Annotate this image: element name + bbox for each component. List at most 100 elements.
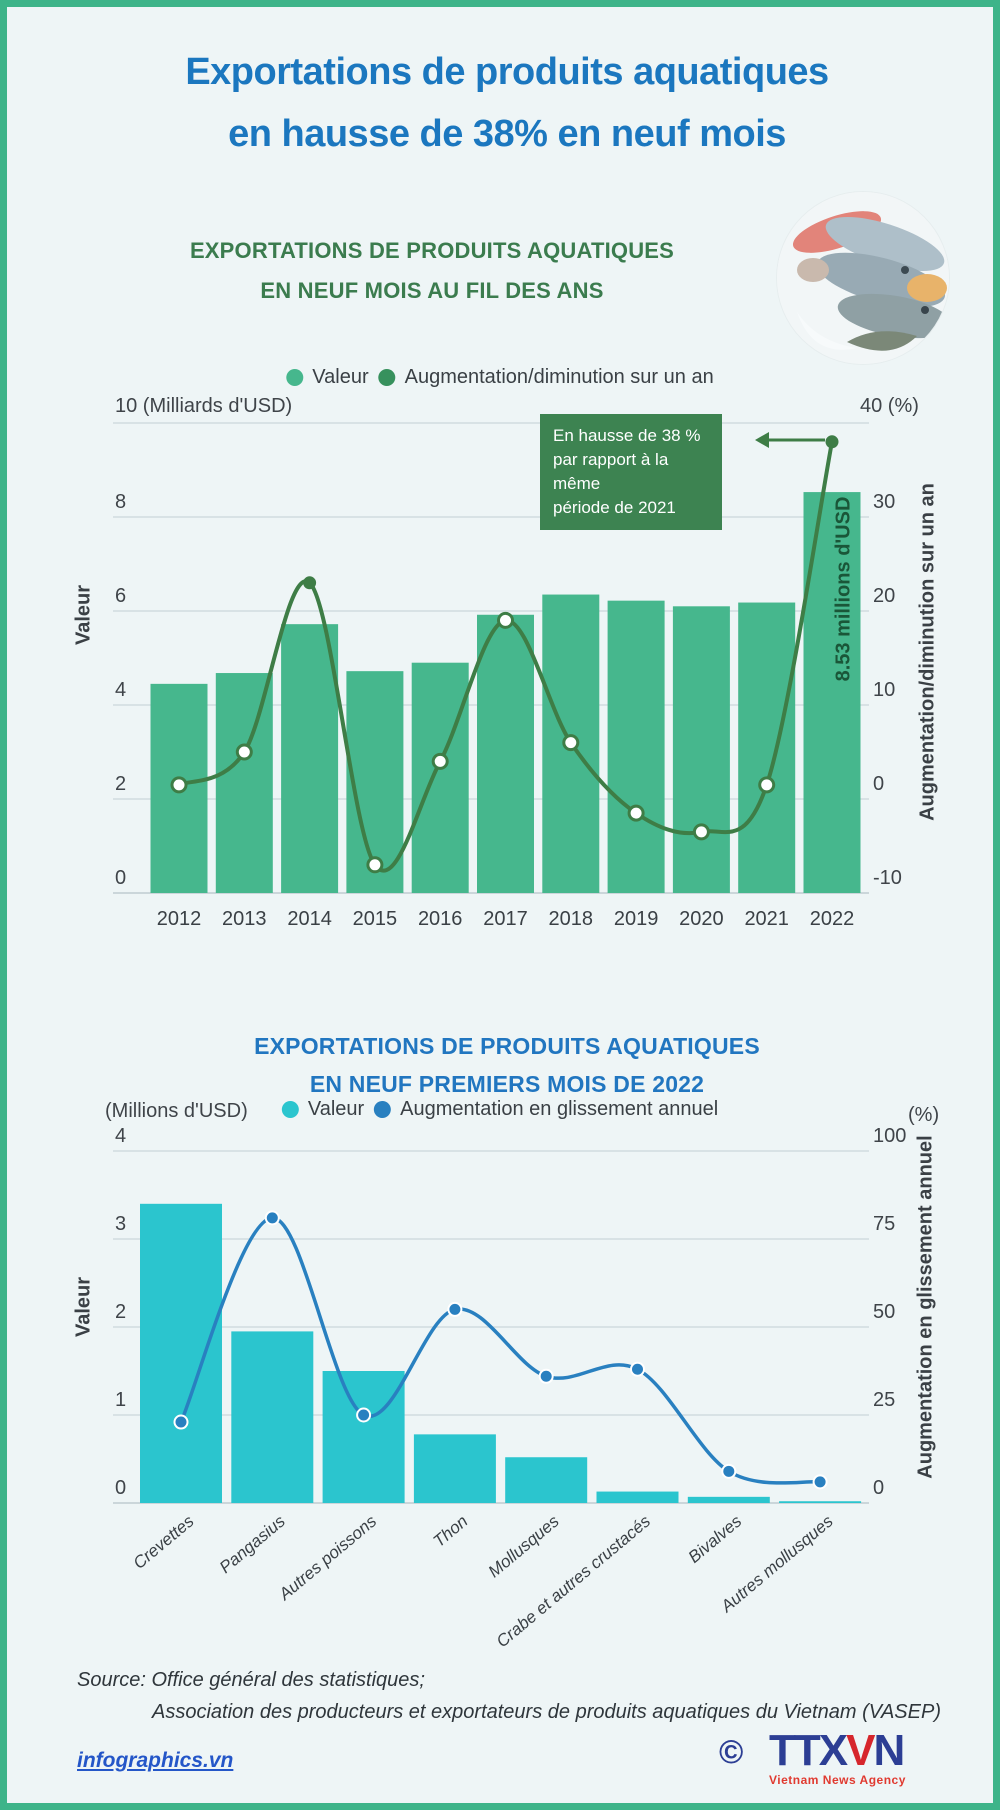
chart-2: 0 1 2 3 4 0 25 50 75 100 Crevettes PangasiusAutres … <box>113 1125 906 1651</box>
fish-photo-graphic <box>777 192 949 364</box>
bar-Crabe et autres crustacés <box>596 1491 679 1503</box>
chart1-legend-item-valeur: Valeur <box>286 366 369 389</box>
chart1-subtitle-line1: EXPORTATIONS DE PRODUITS AQUATIQUES <box>189 238 675 263</box>
category-label: 2018 <box>549 908 594 930</box>
chart-1: 0 2 4 6 8 -10 0 10 20 30 2012 2013 2014 2015 2016 2017 2… <box>113 422 902 930</box>
bar-2017 <box>477 614 534 893</box>
bar-2014 <box>281 624 339 893</box>
source-line2: Association des producteurs et exportate… <box>152 1701 941 1723</box>
left-tick-label: 3 <box>115 1213 126 1235</box>
line-marker <box>825 435 839 449</box>
line-marker <box>170 776 188 794</box>
right-tick-label: 100 <box>873 1125 906 1147</box>
right-tick-label: 75 <box>873 1213 895 1235</box>
line-marker <box>264 1210 280 1226</box>
left-tick-label: 2 <box>115 773 126 795</box>
category-label: 2015 <box>353 908 398 930</box>
category-label: 2014 <box>287 908 332 930</box>
infographics-link[interactable]: infographics.vn <box>77 1749 234 1772</box>
bar-2019 <box>607 600 665 893</box>
right-tick-label: -10 <box>873 867 902 889</box>
left-tick-label: 6 <box>115 585 126 607</box>
chart1-legend: Valeur Augmentation/diminution sur un an <box>286 366 714 389</box>
line-marker <box>812 1474 828 1490</box>
category-label: 2019 <box>614 908 659 930</box>
bar-Thon <box>413 1434 496 1503</box>
annotation-line3: période de 2021 <box>553 498 676 517</box>
line-marker <box>173 1414 189 1430</box>
category-label: Thon <box>430 1512 472 1551</box>
right-tick-label: 0 <box>873 773 884 795</box>
line-marker <box>497 611 514 629</box>
left-tick-label: 2 <box>115 1301 126 1323</box>
chart1-legend-label-2: Augmentation/diminution sur un an <box>404 366 714 388</box>
valeur-dot-icon <box>286 369 304 386</box>
chart2-legend-item-augmentation: Augmentation en glissement annuel <box>374 1098 718 1121</box>
bar-2020 <box>672 606 730 893</box>
left-tick-label: 4 <box>115 1125 126 1147</box>
line-marker <box>366 856 384 874</box>
category-label: 2016 <box>418 908 463 930</box>
chart1-legend-label-1: Valeur <box>312 366 369 388</box>
line-marker <box>627 804 645 822</box>
augmentation-dot-icon <box>374 1101 392 1118</box>
right-tick-label: 25 <box>873 1389 895 1411</box>
trend-line <box>177 439 834 873</box>
chart2-legend-label-1: Valeur <box>307 1098 365 1120</box>
right-tick-label: 20 <box>873 585 895 607</box>
line-marker <box>447 1301 463 1317</box>
category-label: Mollusques <box>485 1511 563 1581</box>
ttxvn-logo: TTXVN Vietnam News Agency <box>769 1729 906 1788</box>
page-title-line1: Exportations de produits aquatiques <box>185 51 829 93</box>
bar-2015 <box>346 671 404 893</box>
line-marker <box>721 1463 737 1479</box>
right-tick-label: 30 <box>873 491 895 513</box>
bar-Autres mollusques <box>779 1501 862 1503</box>
source-line1: Source: Office général des statistiques; <box>77 1669 425 1691</box>
annotation-line1: En hausse de 38 % <box>553 426 701 445</box>
bar-2021 <box>738 602 796 893</box>
chart2-title-line1: EXPORTATIONS DE PRODUITS AQUATIQUES <box>254 1033 760 1059</box>
bar-Pangasius <box>231 1331 314 1503</box>
chart1-right-axis-header: 40 (%) <box>860 395 919 417</box>
bar-Bivalves <box>687 1496 770 1503</box>
category-label: Bivalves <box>685 1511 746 1567</box>
logo-subtitle: Vietnam News Agency <box>769 1773 906 1787</box>
variation-dot-icon <box>378 369 396 386</box>
line-marker <box>356 1407 372 1423</box>
right-tick-label: 0 <box>873 1477 884 1499</box>
line-marker <box>562 734 580 752</box>
category-label: 2021 <box>744 908 789 930</box>
chart2-right-axis-title: Augmentation en glissement annuel <box>914 1135 937 1479</box>
bar-Autres poissons <box>322 1371 405 1503</box>
left-tick-label: 0 <box>115 867 126 889</box>
category-label: Pangasius <box>216 1511 289 1577</box>
category-label: 2012 <box>157 908 202 930</box>
chart2-legend: Valeur Augmentation en glissement annuel <box>281 1098 718 1121</box>
annotation-box: En hausse de 38 % par rapport à la même … <box>540 414 722 530</box>
bar-Mollusques <box>505 1457 588 1503</box>
line-marker <box>758 776 776 794</box>
page-title-line2: en hausse de 38% en neuf mois <box>228 113 786 155</box>
valeur2-dot-icon <box>281 1101 299 1118</box>
category-label: Crabe et autres crustacés <box>493 1511 655 1651</box>
left-tick-label: 8 <box>115 491 126 513</box>
bar-Crevettes <box>140 1203 222 1503</box>
chart2-title-line2: EN NEUF PREMIERS MOIS DE 2022 <box>309 1071 705 1097</box>
line-marker <box>431 752 449 770</box>
category-label: Crevettes <box>130 1511 198 1573</box>
bar-2016 <box>411 662 469 893</box>
bar-2013 <box>215 673 273 893</box>
line-marker <box>630 1361 645 1377</box>
chart2-legend-item-valeur: Valeur <box>281 1098 365 1121</box>
logo-v: V <box>846 1726 875 1775</box>
line-marker <box>538 1368 554 1384</box>
annotation-line2: par rapport à la même <box>553 450 669 493</box>
category-label: 2017 <box>483 908 528 930</box>
chart1-subtitle-line2: EN NEUF MOIS AU FIL DES ANS <box>260 278 604 303</box>
ttxvn-logo-text: TTXVN <box>769 1729 906 1773</box>
category-label: 2013 <box>222 908 267 930</box>
chart2-left-axis-title: Valeur <box>72 1276 95 1338</box>
